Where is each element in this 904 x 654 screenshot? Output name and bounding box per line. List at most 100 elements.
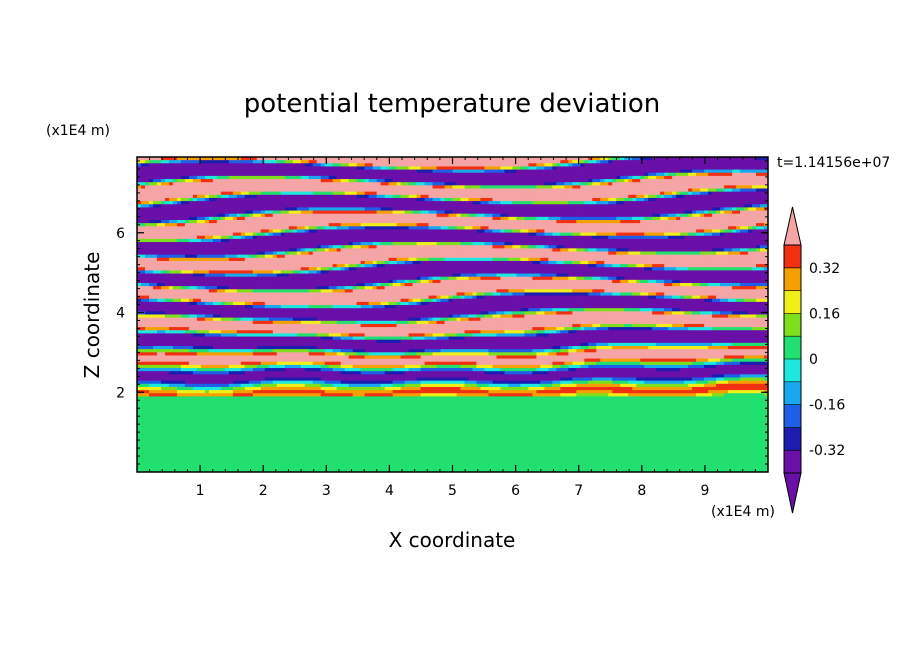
field-cell xyxy=(140,220,146,224)
field-cell xyxy=(356,160,362,164)
field-cell xyxy=(708,194,713,199)
field-cell xyxy=(464,242,470,246)
field-cell xyxy=(528,191,533,196)
field-cell xyxy=(636,179,641,183)
field-cell xyxy=(572,216,577,221)
field-cell xyxy=(360,210,366,215)
field-cell xyxy=(324,188,330,193)
field-cell xyxy=(256,229,262,234)
field-cell xyxy=(612,235,617,240)
field-cell xyxy=(384,191,390,196)
field-cell xyxy=(672,194,677,199)
field-cell xyxy=(412,188,418,193)
field-cell xyxy=(560,210,565,215)
field-cell xyxy=(372,216,378,221)
field-cell xyxy=(372,207,378,212)
field-cell xyxy=(392,245,398,249)
field-cell xyxy=(360,216,366,221)
field-cell xyxy=(684,179,689,183)
field-cell xyxy=(440,245,446,249)
field-cell xyxy=(264,226,270,231)
field-cell xyxy=(416,229,422,234)
field-cell xyxy=(220,210,226,215)
field-cell xyxy=(552,157,557,161)
field-cell xyxy=(504,188,510,193)
field-cell xyxy=(668,182,673,186)
field-cell xyxy=(440,185,446,190)
field-cell xyxy=(356,242,362,246)
field-cell xyxy=(416,248,422,253)
field-cell xyxy=(184,235,190,240)
field-cell xyxy=(368,185,374,190)
field-cell xyxy=(364,185,370,190)
field-cell xyxy=(472,157,478,161)
field-cell xyxy=(176,160,182,164)
field-cell xyxy=(416,157,422,161)
field-cell xyxy=(696,210,701,215)
field-cell xyxy=(664,251,669,256)
field-cell xyxy=(412,201,418,205)
field-cell xyxy=(496,166,502,171)
field-cell xyxy=(568,194,573,199)
field-cell xyxy=(552,194,557,199)
field-cell xyxy=(736,166,741,171)
field-cell xyxy=(656,163,661,168)
field-cell xyxy=(360,201,366,205)
field-cell xyxy=(364,188,370,193)
field-cell xyxy=(288,172,294,177)
field-cell xyxy=(528,213,533,218)
field-cell xyxy=(460,191,466,196)
field-cell xyxy=(736,191,741,196)
field-cell xyxy=(764,160,768,164)
field-cell xyxy=(552,223,557,227)
field-cell xyxy=(152,235,158,240)
field-cell xyxy=(416,175,422,180)
field-cell xyxy=(380,248,386,253)
field-cell xyxy=(552,226,557,231)
field-cell xyxy=(688,235,693,240)
field-cell xyxy=(504,223,510,227)
field-cell xyxy=(156,232,162,237)
field-cell xyxy=(380,201,386,205)
field-cell xyxy=(460,169,466,174)
field-cell xyxy=(440,226,446,231)
field-cell xyxy=(200,172,206,177)
field-cell xyxy=(624,179,629,183)
field-cell xyxy=(528,201,533,205)
field-cell xyxy=(148,172,154,177)
field-cell xyxy=(240,238,246,243)
field-cell xyxy=(332,251,338,256)
field-cell xyxy=(316,226,322,231)
chart-title: potential temperature deviation xyxy=(244,89,660,119)
field-cell xyxy=(740,223,745,227)
field-cell xyxy=(360,251,366,256)
field-cell xyxy=(504,229,510,234)
field-cell xyxy=(740,248,745,253)
field-cell xyxy=(144,210,150,215)
field-cell xyxy=(436,210,442,215)
field-cell xyxy=(408,197,414,202)
field-cell xyxy=(648,251,653,256)
field-cell xyxy=(368,210,374,215)
field-cell xyxy=(352,204,358,208)
field-cell xyxy=(304,191,310,196)
field-cell xyxy=(536,197,541,202)
field-cell xyxy=(172,172,178,177)
field-cell xyxy=(344,157,350,161)
field-cell xyxy=(648,204,653,208)
field-cell xyxy=(200,185,206,190)
field-cell xyxy=(336,160,342,164)
field-cell xyxy=(240,204,246,208)
field-cell xyxy=(644,160,649,164)
field-cell xyxy=(596,223,601,227)
field-cell xyxy=(352,226,358,231)
field-cell xyxy=(224,160,230,164)
field-cell xyxy=(612,251,617,256)
field-cell xyxy=(168,248,174,253)
field-cell xyxy=(296,232,302,237)
field-cell xyxy=(472,204,478,208)
field-cell xyxy=(352,157,358,161)
field-cell xyxy=(504,226,510,231)
field-cell xyxy=(608,160,613,164)
field-cell xyxy=(488,197,494,202)
